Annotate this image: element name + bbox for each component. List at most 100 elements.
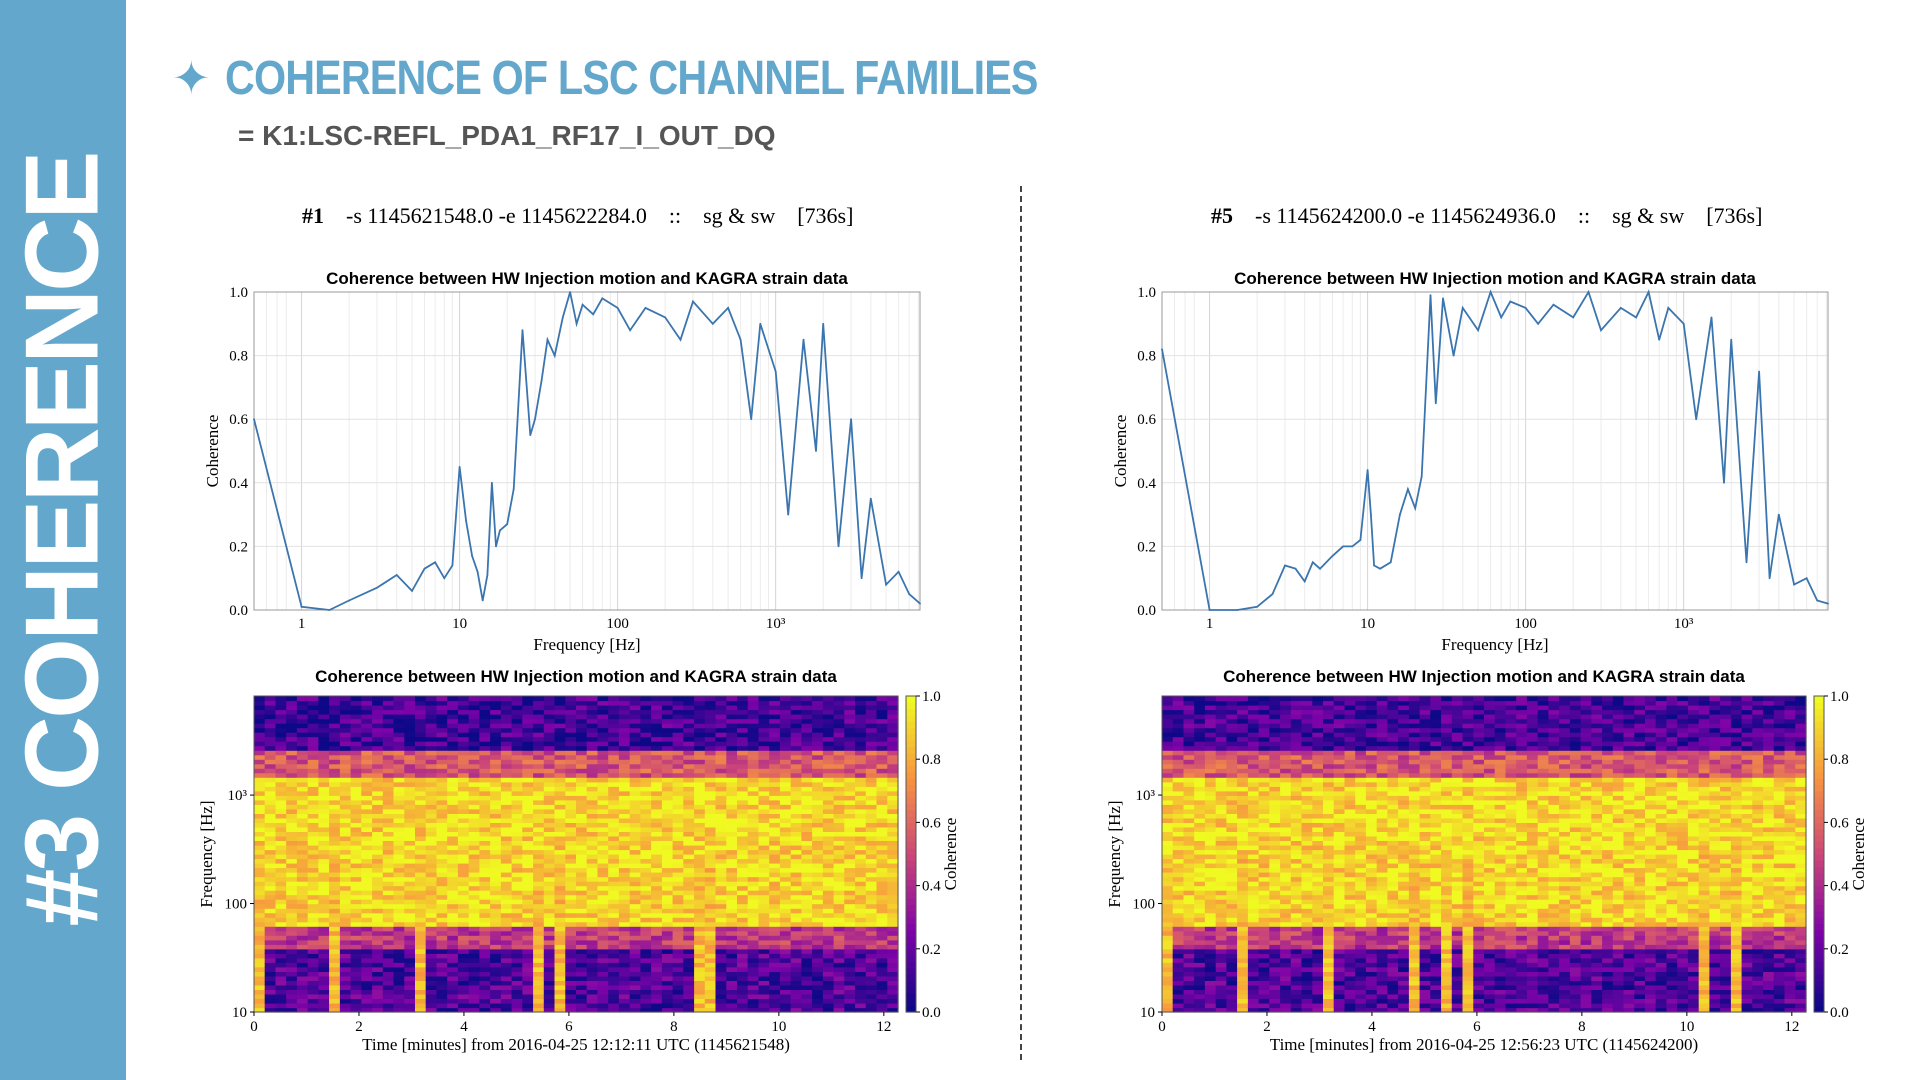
spectrogram-cell <box>543 817 556 823</box>
spectrogram-cell <box>586 795 598 801</box>
spectrogram-cell <box>651 790 663 796</box>
spectrogram-cell <box>372 822 384 828</box>
spectrogram-cell <box>1183 912 1195 918</box>
spectrogram-cell <box>694 948 706 954</box>
spectrogram-cell <box>694 953 706 959</box>
spectrogram-cell <box>1172 709 1184 715</box>
spectrogram-cell <box>576 804 588 810</box>
spectrogram-cell <box>457 993 470 999</box>
spectrogram-cell <box>597 930 609 936</box>
spectrogram-cell <box>264 993 276 999</box>
spectrogram-cell <box>511 817 523 823</box>
spectrogram-cell <box>415 763 427 769</box>
spectrogram-cell <box>844 826 856 832</box>
y-tick-label: 0.0 <box>229 603 248 619</box>
spectrogram-cell <box>629 962 641 968</box>
spectrogram-cell <box>672 966 684 972</box>
spectrogram-cell <box>747 926 759 932</box>
spectrogram-cell <box>576 790 588 796</box>
spectrogram-cell <box>511 998 523 1004</box>
spectrogram-cell <box>1226 939 1238 945</box>
spectrogram-cell <box>715 732 727 738</box>
spectrogram-cell <box>565 831 577 837</box>
spectrogram-cell <box>404 732 416 738</box>
spectrogram-cell <box>715 709 727 715</box>
spectrogram-cell <box>457 727 470 733</box>
spectrogram-cell <box>769 732 781 738</box>
spectrogram-cell <box>393 899 405 905</box>
spectrogram-cell <box>758 786 770 792</box>
spectrogram-cell <box>640 799 652 805</box>
spectrogram-cell <box>264 696 276 702</box>
spectrogram-cell <box>694 804 706 810</box>
spectrogram-cell <box>790 908 802 914</box>
spectrogram-cell <box>554 966 566 972</box>
spectrogram-cell <box>275 962 287 968</box>
spectrogram-cell <box>1226 899 1238 905</box>
spectrogram-cell <box>715 894 727 900</box>
spectrogram-cell <box>704 939 717 945</box>
spectrogram-cell <box>812 966 824 972</box>
spectrogram-cell <box>876 790 888 796</box>
spectrogram-cell <box>447 890 459 896</box>
spectrogram-cell <box>500 854 513 860</box>
spectrogram-cell <box>565 980 577 986</box>
spectrogram-cell <box>672 700 684 706</box>
spectrogram-cell <box>876 989 888 995</box>
spectrogram-cell <box>254 984 266 990</box>
spectrogram-cell <box>1172 989 1184 995</box>
spectrogram-cell <box>425 781 437 787</box>
spectrogram-cell <box>769 781 781 787</box>
spectrogram-cell <box>543 1003 556 1009</box>
coherence-data-point <box>1319 567 1321 570</box>
spectrogram-cell <box>543 939 556 945</box>
spectrogram-cell <box>683 858 695 864</box>
coherence-data-point <box>1537 322 1540 325</box>
spectrogram-cell <box>586 903 598 909</box>
spectrogram-cell <box>618 993 631 999</box>
spectrogram-cell <box>747 790 759 796</box>
spectrogram-cell <box>1194 750 1206 756</box>
spectrogram-cell <box>887 845 899 851</box>
spectrogram-cell <box>264 998 276 1004</box>
spectrogram-cell <box>457 808 470 814</box>
spectrogram-cell <box>758 795 770 801</box>
spectrogram-cell <box>726 944 738 950</box>
spectrogram-cell <box>737 705 749 711</box>
spectrogram-cell <box>651 917 663 923</box>
spectrogram-cell <box>704 867 717 873</box>
spectrogram-cell <box>425 939 437 945</box>
spectrogram-cell <box>876 813 888 819</box>
spectrogram-cell <box>608 768 620 774</box>
spectrogram-cell <box>350 971 362 977</box>
spectrogram-cell <box>307 912 319 918</box>
spectrogram-cell <box>865 998 878 1004</box>
section-label: #3 COHERENCE <box>4 153 121 927</box>
spectrogram-cell <box>608 840 620 846</box>
spectrogram-cell <box>522 962 534 968</box>
spectrogram-cell <box>758 705 770 711</box>
spectrogram-cell <box>779 872 792 878</box>
spectrogram-cell <box>393 863 405 869</box>
spectrogram-cell <box>618 781 631 787</box>
colorbar-segment <box>906 961 916 969</box>
spectrogram-cell <box>704 885 717 891</box>
spectrogram-cell <box>500 1007 513 1013</box>
spectrogram-cell <box>855 835 867 841</box>
spectrogram-cell <box>683 750 695 756</box>
spectrogram-cell <box>790 858 802 864</box>
y-tick-label: 1.0 <box>229 285 248 301</box>
spectrogram-cell <box>254 845 266 851</box>
spectrogram-cell <box>254 741 266 747</box>
spectrogram-cell <box>393 944 405 950</box>
spectrogram-cell <box>779 1007 792 1013</box>
spectrogram-cell <box>404 912 416 918</box>
title-row: ✦ COHERENCE OF LSC CHANNEL FAMILIES <box>172 46 1169 110</box>
coherence-data-point <box>1500 316 1503 319</box>
spectrogram-cell <box>812 894 824 900</box>
spectrogram-cell <box>876 831 888 837</box>
spectrogram-cell <box>672 881 684 887</box>
spectrogram-cell <box>447 768 459 774</box>
spectrogram-cell <box>565 885 577 891</box>
spectrogram-cell <box>533 894 545 900</box>
